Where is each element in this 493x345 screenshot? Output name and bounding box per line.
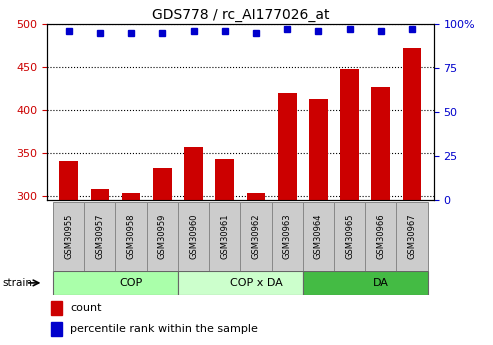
- Bar: [340, 69, 359, 200]
- Text: GSM30959: GSM30959: [158, 214, 167, 259]
- Bar: [309, 99, 328, 200]
- Text: GSM30957: GSM30957: [95, 214, 105, 259]
- Text: GSM30967: GSM30967: [408, 214, 417, 259]
- Text: percentile rank within the sample: percentile rank within the sample: [70, 324, 258, 334]
- Bar: [51, 322, 62, 336]
- Bar: [184, 147, 203, 200]
- Text: GSM30962: GSM30962: [251, 214, 260, 259]
- Text: COP: COP: [119, 278, 143, 288]
- Bar: [59, 161, 78, 200]
- Bar: [396, 202, 427, 271]
- Bar: [178, 202, 209, 271]
- Bar: [53, 271, 178, 295]
- Bar: [178, 271, 303, 295]
- Bar: [371, 87, 390, 200]
- Bar: [115, 202, 147, 271]
- Bar: [153, 168, 172, 200]
- Title: GDS778 / rc_AI177026_at: GDS778 / rc_AI177026_at: [151, 8, 329, 22]
- Text: COP x DA: COP x DA: [230, 278, 282, 288]
- Text: strain: strain: [2, 278, 33, 288]
- Bar: [241, 202, 272, 271]
- Bar: [246, 193, 265, 200]
- Text: GSM30955: GSM30955: [64, 214, 73, 259]
- Bar: [215, 159, 234, 200]
- Bar: [209, 202, 241, 271]
- Text: GSM30958: GSM30958: [127, 214, 136, 259]
- Bar: [84, 202, 115, 271]
- Bar: [303, 202, 334, 271]
- Text: DA: DA: [373, 278, 388, 288]
- Bar: [51, 301, 62, 315]
- Bar: [53, 202, 84, 271]
- Text: GSM30961: GSM30961: [220, 214, 229, 259]
- Bar: [365, 202, 396, 271]
- Bar: [334, 202, 365, 271]
- Text: GSM30964: GSM30964: [314, 214, 323, 259]
- Bar: [303, 271, 427, 295]
- Text: GSM30963: GSM30963: [282, 214, 292, 259]
- Text: GSM30965: GSM30965: [345, 214, 354, 259]
- Bar: [272, 202, 303, 271]
- Bar: [403, 48, 422, 200]
- Bar: [147, 202, 178, 271]
- Bar: [91, 189, 109, 200]
- Text: GSM30960: GSM30960: [189, 214, 198, 259]
- Text: GSM30966: GSM30966: [376, 214, 386, 259]
- Bar: [278, 93, 296, 200]
- Bar: [122, 193, 141, 200]
- Text: count: count: [70, 303, 102, 313]
